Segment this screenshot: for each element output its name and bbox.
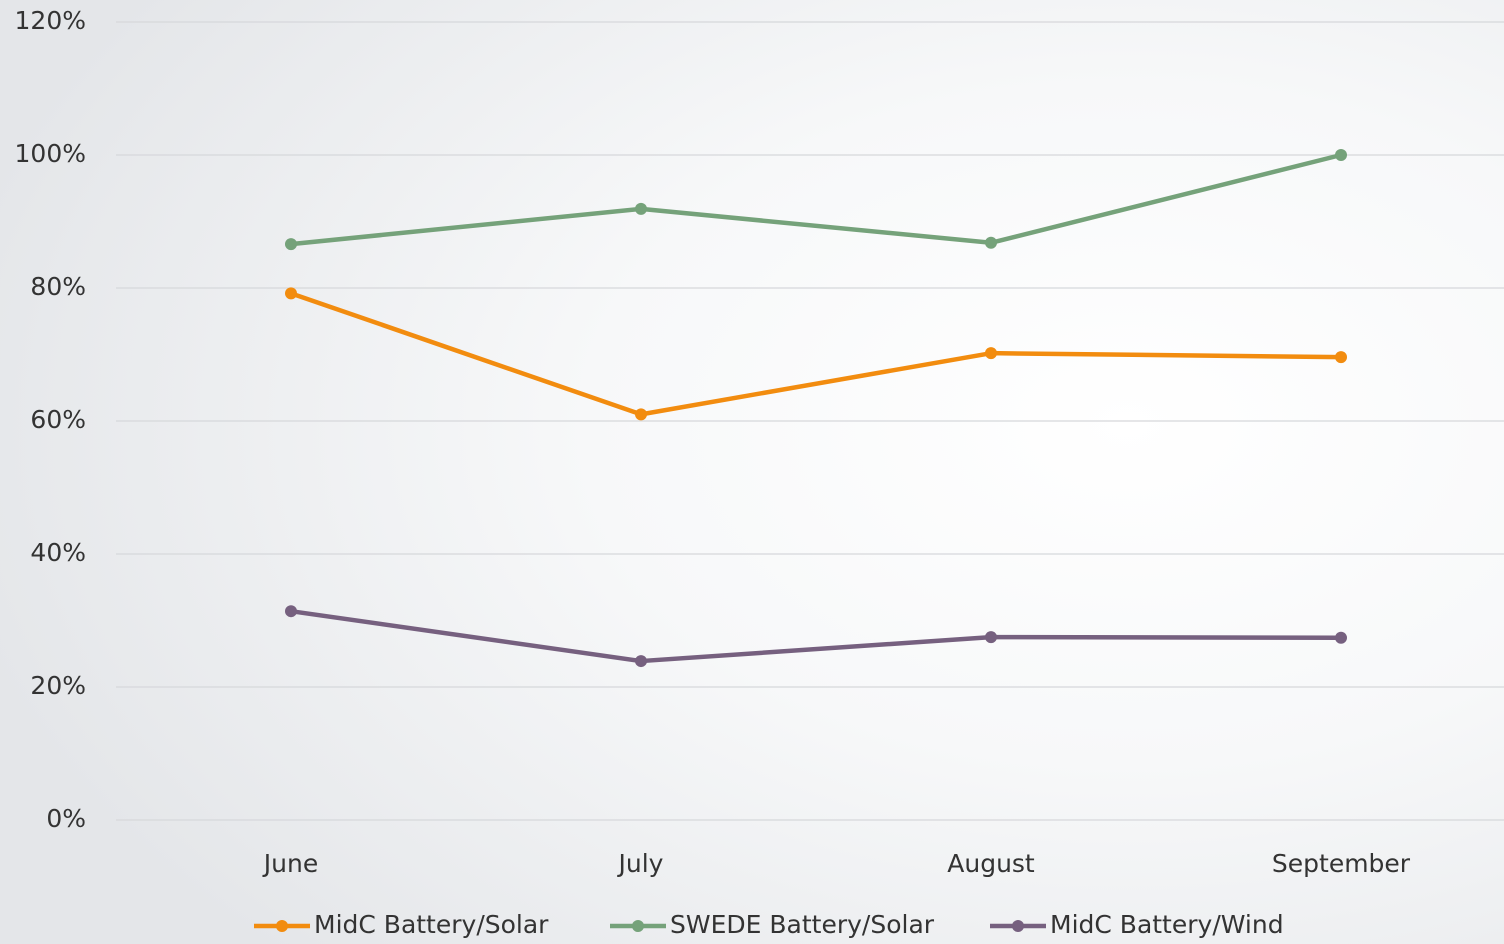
y-tick-label: 0% xyxy=(46,804,86,833)
data-point xyxy=(1335,631,1347,644)
y-tick-label: 80% xyxy=(30,272,86,301)
series-line xyxy=(290,152,1342,247)
x-tick-label: August xyxy=(947,849,1035,878)
x-tick-label: June xyxy=(262,849,318,878)
data-point xyxy=(985,347,997,360)
y-tick-label: 120% xyxy=(15,6,86,35)
y-tick-label: 40% xyxy=(30,538,86,567)
x-tick-label: September xyxy=(1272,849,1411,878)
series-line xyxy=(290,608,1342,664)
data-point xyxy=(635,202,647,215)
data-point xyxy=(985,236,997,249)
data-point xyxy=(285,238,297,251)
data-point xyxy=(635,655,647,668)
data-point xyxy=(985,631,997,644)
data-point xyxy=(285,287,297,300)
legend-marker xyxy=(276,920,288,932)
y-tick-label: 100% xyxy=(15,139,86,168)
y-tick-label: 20% xyxy=(30,671,86,700)
legend-marker xyxy=(632,920,644,932)
series-line xyxy=(290,291,1342,417)
data-point xyxy=(285,605,297,618)
legend-marker xyxy=(1012,920,1024,932)
legend-label: MidC Battery/Solar xyxy=(314,910,549,939)
legend-label: SWEDE Battery/Solar xyxy=(670,910,935,939)
legend-label: MidC Battery/Wind xyxy=(1050,910,1284,939)
data-point xyxy=(635,408,647,421)
x-tick-label: July xyxy=(617,849,664,878)
y-tick-label: 60% xyxy=(30,405,86,434)
data-point xyxy=(1335,351,1347,364)
data-point xyxy=(1335,149,1347,161)
